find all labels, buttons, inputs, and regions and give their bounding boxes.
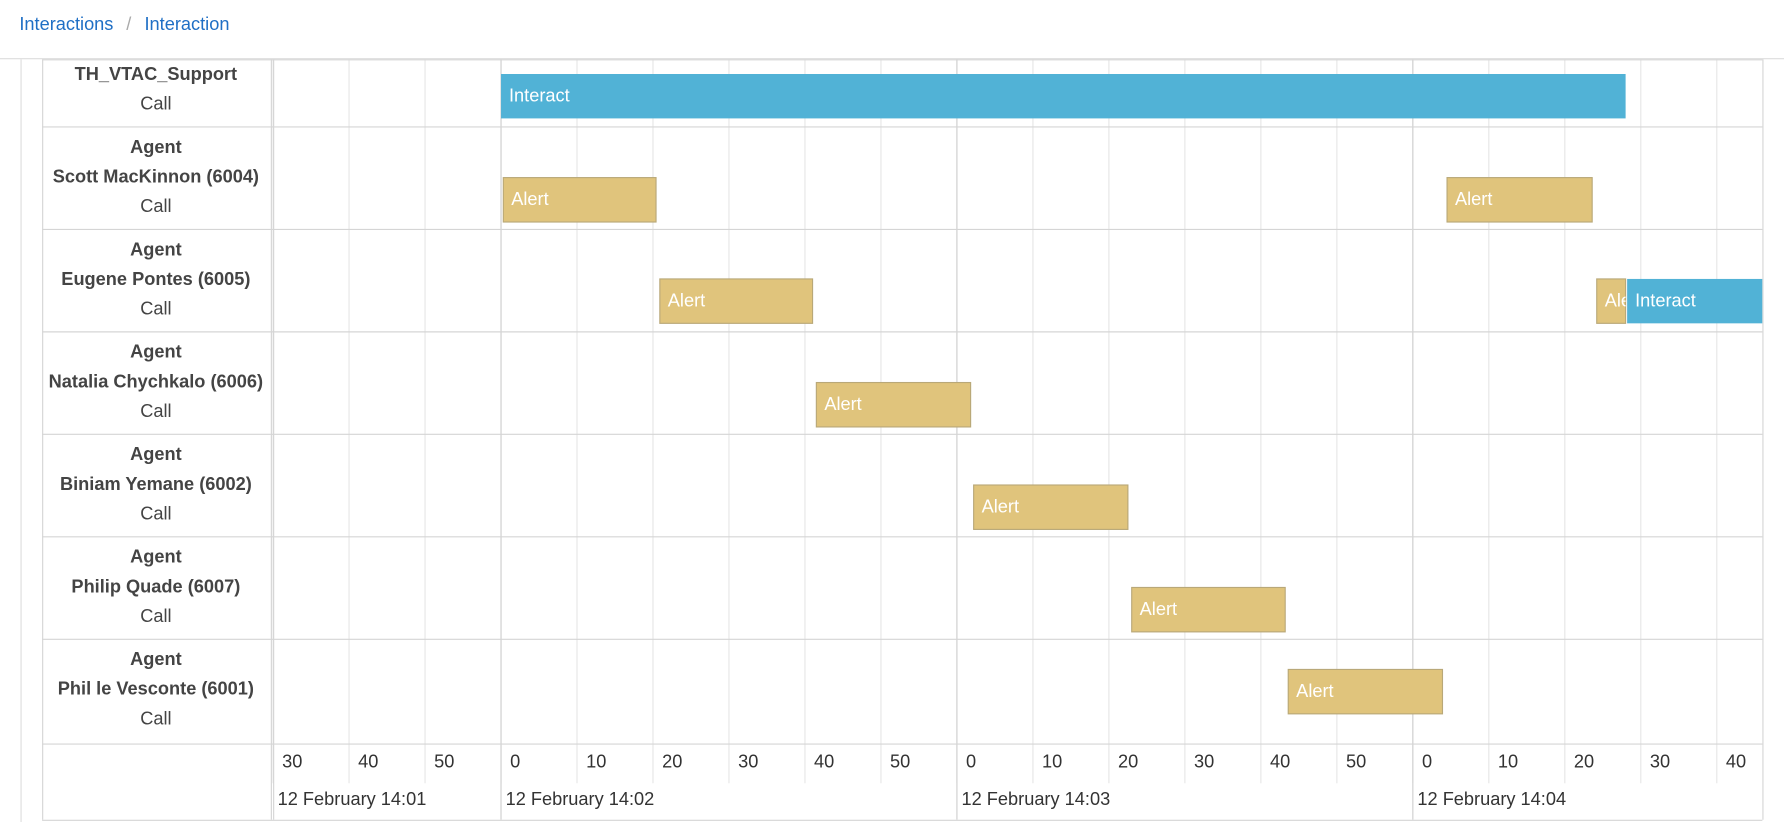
- bar: [815, 381, 972, 428]
- timeline-bar: Alert: [502, 177, 657, 223]
- date-label: 12 February 14:01: [278, 789, 427, 809]
- bar: [1287, 668, 1444, 715]
- bar-label: Alert: [982, 497, 1019, 517]
- row-label: Call: [140, 503, 171, 523]
- x-tick-label: 20: [1118, 752, 1138, 772]
- row-label: Agent: [130, 239, 182, 259]
- bar-label: Alert: [824, 394, 861, 414]
- timeline-bar: Alert: [1131, 586, 1286, 633]
- date-label: 12 February 14:04: [1417, 789, 1566, 809]
- x-tick-label: 50: [890, 752, 910, 772]
- row-label: Call: [140, 401, 171, 421]
- timeline-bar: Alert: [1446, 177, 1593, 223]
- bar-label: Interact: [1635, 291, 1696, 311]
- x-tick-label: 30: [1650, 752, 1670, 772]
- bar: [502, 177, 657, 223]
- bar: [1596, 278, 1627, 324]
- x-tick-label: 30: [282, 752, 302, 772]
- bar: [1627, 278, 1763, 324]
- bar: [659, 278, 814, 324]
- row-label: Call: [140, 196, 171, 216]
- x-tick-label: 0: [1422, 752, 1432, 772]
- row-label: Agent: [130, 444, 182, 464]
- row-label: Philip Quade (6007): [71, 576, 240, 596]
- x-tick-label: 30: [738, 752, 758, 772]
- x-tick-label: 20: [1574, 752, 1594, 772]
- breadcrumb-separator: /: [126, 14, 132, 34]
- row-label: Eugene Pontes (6005): [61, 269, 250, 289]
- row-label: Natalia Chychkalo (6006): [49, 371, 263, 391]
- timeline-bar: Alert: [973, 484, 1129, 530]
- bar-label: Interact: [509, 86, 570, 106]
- bar-label: Alert: [511, 189, 548, 209]
- x-tick-label: 10: [586, 752, 606, 772]
- breadcrumb-link[interactable]: Interaction: [144, 14, 229, 34]
- row-label: Call: [140, 94, 171, 114]
- x-tick-label: 50: [434, 752, 454, 772]
- bar-label: Alert: [1140, 599, 1177, 619]
- x-tick-label: 50: [1346, 752, 1366, 772]
- x-tick-label: 20: [662, 752, 682, 772]
- row-label: Agent: [130, 137, 182, 157]
- bar: [501, 74, 1626, 119]
- row-label: Scott MacKinnon (6004): [53, 166, 259, 186]
- timeline-bar: Interact: [1627, 278, 1763, 324]
- timeline-bar: Interact: [501, 74, 1626, 119]
- row-label: Call: [140, 606, 171, 626]
- breadcrumb-link[interactable]: Interactions: [19, 14, 113, 34]
- timeline-bar: Alert: [659, 278, 814, 324]
- row-label: Call: [140, 708, 171, 728]
- x-tick-label: 0: [510, 752, 520, 772]
- bar: [1131, 586, 1286, 633]
- date-label: 12 February 14:03: [961, 789, 1110, 809]
- bar: [973, 484, 1129, 530]
- x-tick-label: 40: [358, 752, 378, 772]
- bar-label: Alert: [1296, 681, 1333, 701]
- x-tick-label: 40: [1270, 752, 1290, 772]
- timeline-bar: Alert: [815, 381, 972, 428]
- x-tick-label: 10: [1498, 752, 1518, 772]
- row-label: Agent: [130, 342, 182, 362]
- x-tick-label: 40: [814, 752, 834, 772]
- date-label: 12 February 14:02: [506, 789, 655, 809]
- row-label: Agent: [130, 547, 182, 567]
- bar-label: Alert: [1605, 291, 1642, 311]
- row-label: Agent: [130, 649, 182, 669]
- row-label: Biniam Yemane (6002): [60, 474, 252, 494]
- x-tick-label: 10: [1042, 752, 1062, 772]
- bar: [1446, 177, 1593, 223]
- timeline-bar: Alert: [1596, 278, 1642, 324]
- row-label: TH_VTAC_Support: [75, 64, 237, 84]
- x-tick-label: 40: [1726, 752, 1746, 772]
- row-label: Phil le Vesconte (6001): [58, 679, 254, 699]
- x-tick-label: 30: [1194, 752, 1214, 772]
- bar-label: Alert: [1455, 189, 1492, 209]
- bar-label: Alert: [668, 291, 705, 311]
- x-tick-label: 0: [966, 752, 976, 772]
- timeline-bar: Alert: [1287, 668, 1444, 715]
- row-label: Call: [140, 298, 171, 318]
